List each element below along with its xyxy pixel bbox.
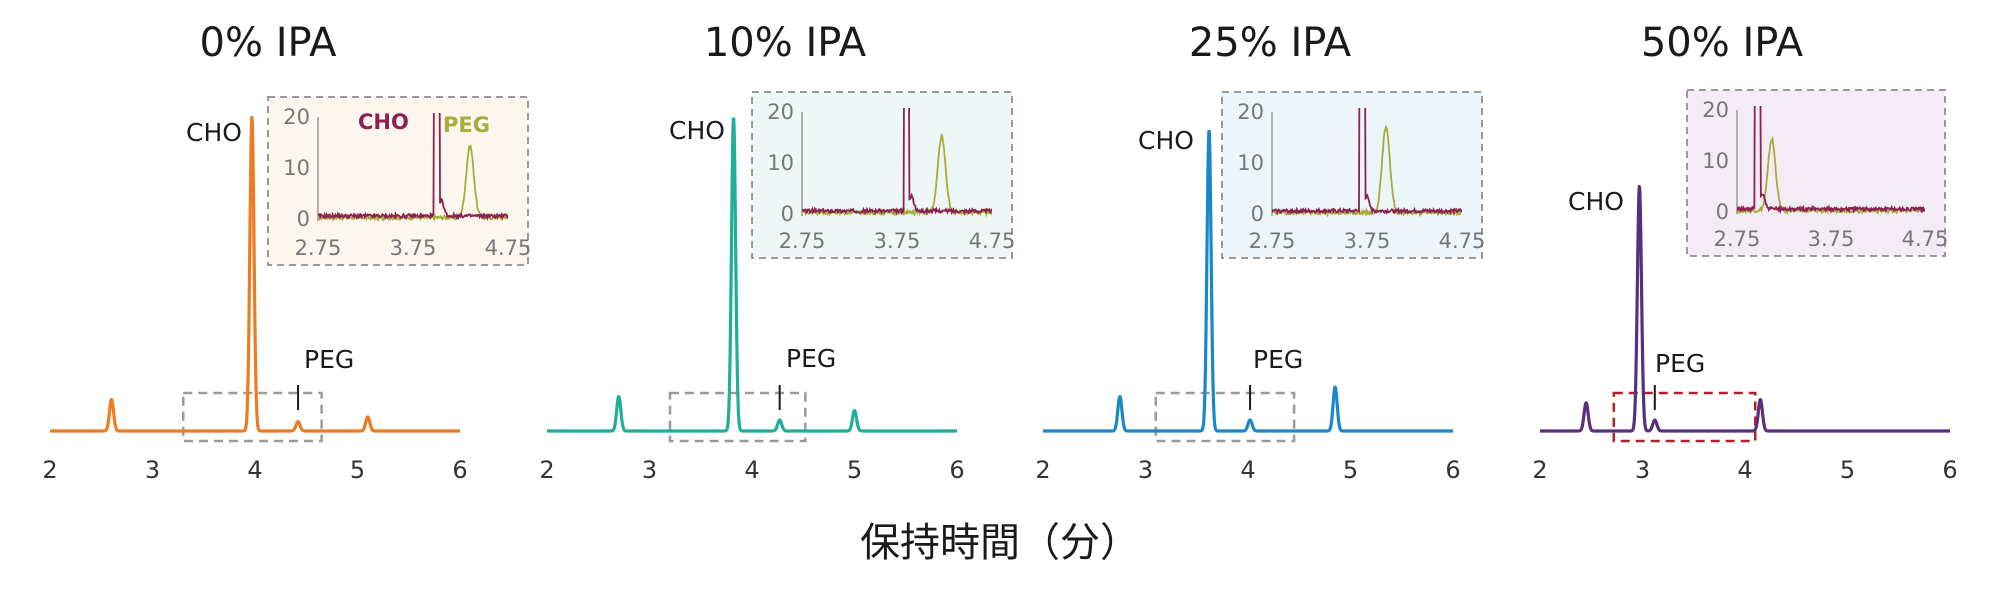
inset-x-tick-label: 4.75 [1902,227,1949,251]
chromatogram-trace [48,115,462,433]
inset-y-tick-label: 0 [297,207,310,231]
x-tick-label: 2 [1532,456,1547,484]
x-axis-title: 保持時間（分） [860,520,1140,566]
inset-x-tick-label: 2.75 [1714,227,1761,251]
cho-peak-label: CHO [669,116,725,145]
inset-x-tick-label: 3.75 [874,229,921,253]
inset-frame [1221,91,1483,259]
x-tick-label: 5 [350,456,365,484]
inset-y-tick-label: 20 [767,100,794,124]
inset-x-tick-label: 2.75 [295,236,342,260]
inset-x-tick-label: 3.75 [1808,227,1855,251]
cho-peak-label: CHO [186,118,242,147]
x-tick-label: 4 [744,456,759,484]
x-tick-label: 6 [1445,456,1460,484]
x-tick-label: 4 [1737,456,1752,484]
x-tick-label: 3 [145,456,160,484]
peg-peak-label: PEG [1253,345,1303,374]
inset-y-tick-label: 0 [1716,200,1729,224]
x-tick-label: 5 [847,456,862,484]
zoom-region-box [182,391,323,443]
inset-cho-trace [1272,108,1462,216]
zoom-region-box [1154,391,1296,443]
peg-peak-label: PEG [1655,349,1705,378]
panel-title: 10% IPA [704,20,867,66]
chromatogram-panel: 50% IPA 2 3 4 5 6 CHO PEG 0 10 20 2.75 3.75 4.75 [1532,20,1957,484]
x-tick-label: 5 [1840,456,1855,484]
cho-peak-label: CHO [1568,187,1624,216]
x-tick-label: 3 [1138,456,1153,484]
x-tick-label: 2 [42,456,57,484]
cho-peak-label: CHO [1138,126,1194,155]
inset-y-tick-label: 20 [1702,98,1729,122]
inset-frame [267,96,529,266]
chromatogram-panel: 10% IPA 2 3 4 5 6 CHO PEG 0 10 20 2.75 3.75 4.75 [539,20,1016,484]
chromatogram-trace [1538,184,1952,433]
panel-title: 25% IPA [1189,20,1352,66]
chromatogram-trace [1041,129,1455,433]
inset-legend-peg: PEG [443,113,490,137]
inset-x-tick-label: 4.75 [485,236,532,260]
chromatogram-panel: 0% IPA 2 3 4 5 6 CHO PEG 0 10 20 2.75 3.75 4.75 CHO PEG [42,20,532,484]
inset-x-tick-label: 3.75 [390,236,437,260]
inset-x-tick-label: 2.75 [779,229,826,253]
x-tick-label: 4 [247,456,262,484]
inset-y-tick-label: 10 [1702,149,1729,173]
inset-traces [802,108,992,218]
inset-x-tick-label: 4.75 [1439,229,1486,253]
zoom-inset: 0 10 20 2.75 3.75 4.75 CHO PEG [267,96,532,266]
inset-x-tick-label: 3.75 [1344,229,1391,253]
inset-x-tick-label: 4.75 [969,229,1016,253]
inset-legend-cho: CHO [358,110,409,134]
inset-y-tick-label: 10 [1237,151,1264,175]
inset-traces [1737,106,1925,216]
inset-y-tick-label: 0 [1251,202,1264,226]
inset-frame [751,91,1013,259]
inset-y-tick-label: 10 [283,156,310,180]
x-tick-label: 5 [1343,456,1358,484]
inset-cho-trace [802,108,992,216]
chromatogram-trace [545,117,959,433]
peg-peak-label: PEG [304,345,354,374]
zoom-inset: 0 10 20 2.75 3.75 4.75 [1686,89,1949,257]
x-tick-label: 3 [642,456,657,484]
panel-title: 0% IPA [200,20,338,66]
inset-y-tick-label: 0 [781,202,794,226]
inset-cho-trace [1737,106,1925,215]
peg-peak-label: PEG [786,344,836,373]
inset-cho-trace [318,113,508,221]
x-tick-label: 4 [1240,456,1255,484]
panel-title: 50% IPA [1641,20,1804,66]
x-tick-label: 3 [1635,456,1650,484]
zoom-inset: 0 10 20 2.75 3.75 4.75 [751,91,1016,259]
x-tick-label: 6 [1942,456,1957,484]
inset-traces [1272,108,1462,218]
inset-y-tick-label: 20 [1237,100,1264,124]
chromatogram-panel: 25% IPA 2 3 4 5 6 CHO PEG 0 10 20 2.75 3.75 4.75 [1035,20,1486,484]
zoom-region-box [1612,391,1757,443]
inset-y-tick-label: 20 [283,105,310,129]
x-tick-label: 6 [949,456,964,484]
inset-x-tick-label: 2.75 [1249,229,1296,253]
x-tick-label: 6 [452,456,467,484]
inset-y-tick-label: 10 [767,151,794,175]
zoom-inset: 0 10 20 2.75 3.75 4.75 [1221,91,1486,259]
x-tick-label: 2 [539,456,554,484]
x-tick-label: 2 [1035,456,1050,484]
inset-frame [1686,89,1946,257]
inset-traces [318,113,508,223]
